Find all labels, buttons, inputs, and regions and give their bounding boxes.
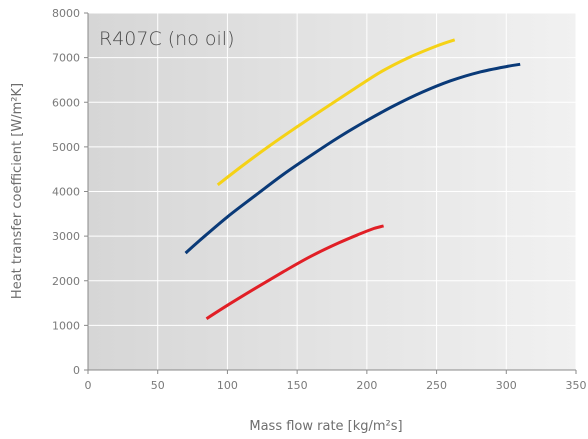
y-tick-label: 0 [73, 364, 80, 377]
x-tick-label: 0 [85, 379, 92, 392]
x-tick-label: 100 [217, 379, 238, 392]
x-tick-label: 200 [356, 379, 377, 392]
y-tick-label: 8000 [52, 7, 80, 20]
tick-labels: 0 50 100 150 200 250 300 350 0 1000 2000 3000 4000 50… [52, 7, 587, 392]
x-axis-title: Mass flow rate [kg/m²s] [249, 419, 402, 434]
x-tick-label: 250 [426, 379, 447, 392]
y-tick-label: 7000 [52, 52, 80, 65]
series-line-2 [184, 62, 521, 255]
chart-title: R407C (no oil) [99, 28, 235, 50]
series-line-3 [205, 224, 384, 320]
y-axis-title: Heat transfer coefficient [W/m²K] [10, 83, 25, 299]
y-tick-label: 4000 [52, 186, 80, 199]
y-tick-label: 2000 [52, 275, 80, 288]
x-tick-label: 350 [566, 379, 587, 392]
y-tick-label: 6000 [52, 96, 80, 109]
y-tick-label: 3000 [52, 230, 80, 243]
x-tick-label: 150 [287, 379, 308, 392]
grid-lines [88, 12, 577, 370]
y-tick-label: 1000 [52, 319, 80, 332]
x-tick-label: 50 [151, 379, 165, 392]
data-series [184, 38, 521, 320]
series-line-1 [216, 38, 456, 186]
axes [84, 12, 577, 374]
y-tick-label: 5000 [52, 141, 80, 154]
x-tick-label: 300 [496, 379, 517, 392]
